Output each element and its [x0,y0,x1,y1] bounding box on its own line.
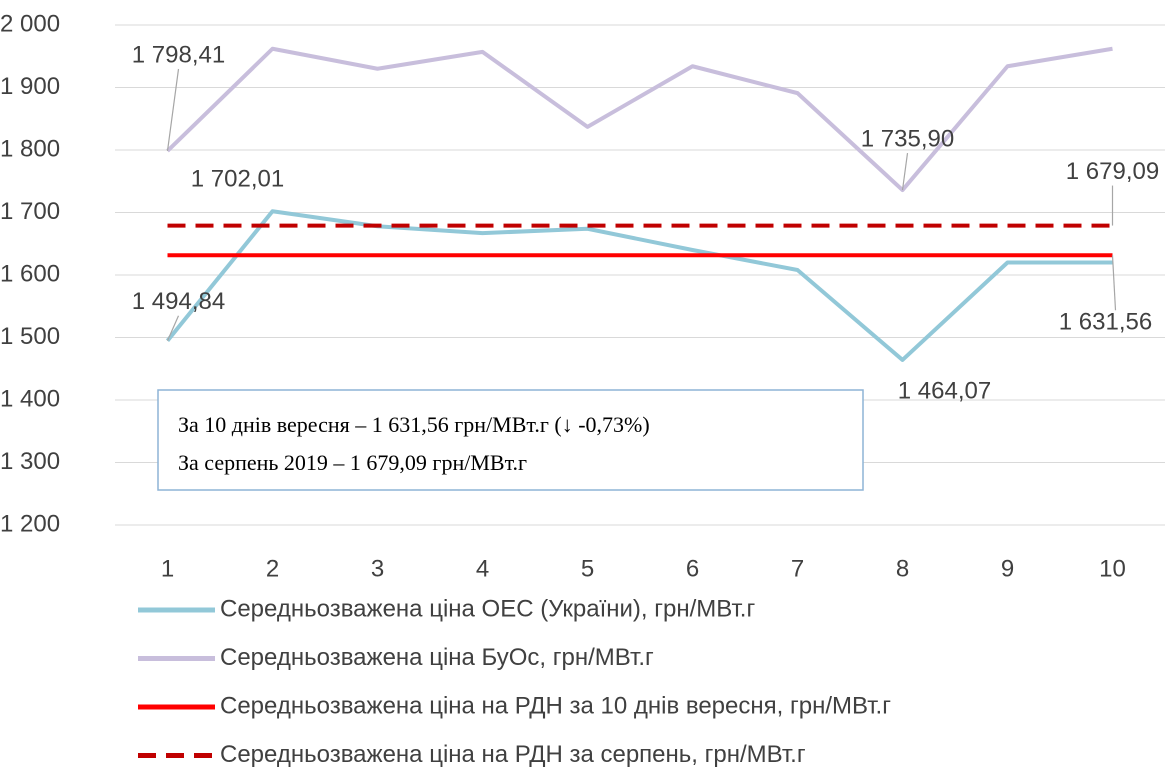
legend-label: Середньозважена ціна на РДН за серпень, … [220,741,806,768]
x-tick-label: 2 [266,555,279,582]
leader-line [166,68,180,152]
annotation-box [157,389,864,491]
data-label: 1 494,84 [132,288,225,315]
data-label: 1 631,56 [1059,309,1152,336]
y-tick-label: 1 800 [0,135,60,162]
annotation: За серпень 2019 – 1 679,09 грн/МВт.г [178,450,527,475]
x-tick-label: 6 [686,555,699,582]
y-tick-label: 1 600 [0,260,60,287]
x-tick-label: 10 [1099,555,1126,582]
y-tick-label: 1 900 [0,73,60,100]
x-tick-label: 7 [791,555,804,582]
data-label: 1 702,01 [191,166,284,193]
legend-label: Середньозважена ціна ОЕС (України), грн/… [220,595,755,622]
x-tick-label: 9 [1001,555,1014,582]
legend-label: Середньозважена ціна БуОс, грн/МВт.г [220,644,654,671]
x-tick-label: 8 [896,555,909,582]
leader-line [1111,255,1117,311]
y-tick-label: 1 700 [0,198,60,225]
y-tick-label: 1 300 [0,448,60,475]
x-tick-label: 3 [371,555,384,582]
series-line [165,209,1113,362]
data-label: 1 679,09 [1066,158,1159,185]
y-tick-label: 1 200 [0,510,60,537]
leader-line [901,152,909,191]
series-line [166,46,1113,193]
legend-label: Середньозважена ціна на РДН за 10 днів в… [220,692,891,719]
data-label: 1 464,07 [898,377,991,404]
leader-line [166,315,180,341]
y-tick-label: 1 500 [0,323,60,350]
y-tick-label: 2 000 [0,10,60,37]
x-tick-label: 5 [581,555,594,582]
y-tick-label: 1 400 [0,385,60,412]
data-label: 1 735,90 [861,125,954,152]
x-tick-label: 4 [476,555,489,582]
x-tick-label: 1 [161,555,174,582]
annotation: За 10 днів вересня – 1 631,56 грн/МВт.г … [178,412,650,437]
data-label: 1 798,41 [132,41,225,68]
